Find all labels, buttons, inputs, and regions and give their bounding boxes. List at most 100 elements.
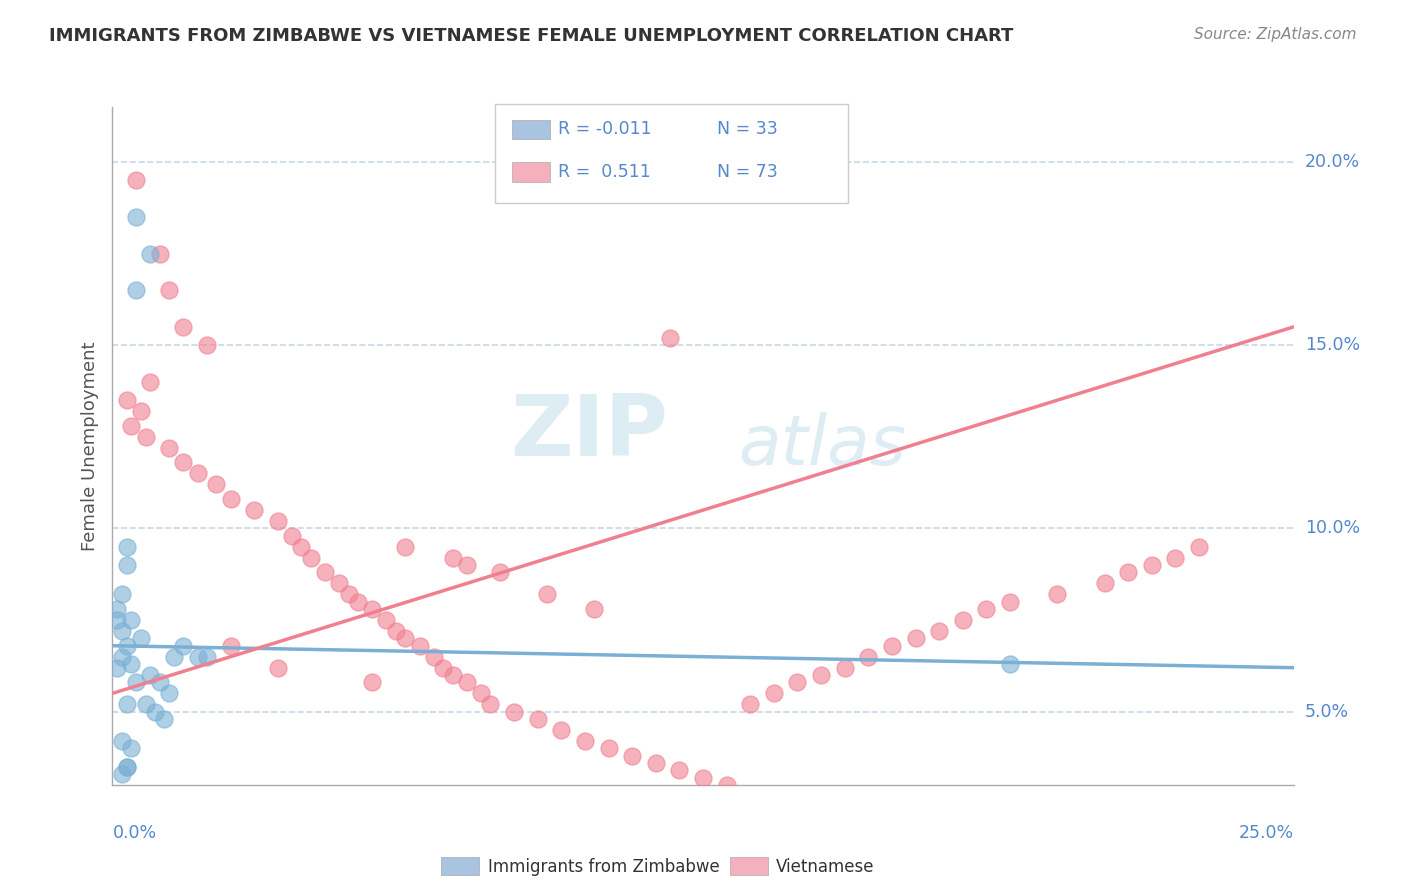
Point	[111, 587, 134, 601]
Point	[337, 587, 360, 601]
Text: R = -0.011: R = -0.011	[558, 120, 652, 138]
Point	[125, 283, 148, 297]
Point	[347, 595, 370, 609]
Point	[598, 741, 620, 756]
Point	[550, 723, 572, 737]
Text: IMMIGRANTS FROM ZIMBABWE VS VIETNAMESE FEMALE UNEMPLOYMENT CORRELATION CHART: IMMIGRANTS FROM ZIMBABWE VS VIETNAMESE F…	[49, 27, 1014, 45]
Point	[111, 767, 134, 781]
Point	[998, 657, 1021, 671]
Text: 0.0%: 0.0%	[112, 824, 156, 842]
Point	[153, 712, 176, 726]
Point	[129, 632, 152, 646]
Point	[394, 540, 416, 554]
Point	[361, 675, 384, 690]
Text: N = 73: N = 73	[717, 163, 778, 181]
Text: Vietnamese: Vietnamese	[776, 858, 875, 876]
Point	[904, 632, 927, 646]
Point	[470, 686, 492, 700]
Point	[328, 576, 350, 591]
Point	[1164, 550, 1187, 565]
Point	[1188, 540, 1211, 554]
Text: ZIP: ZIP	[510, 391, 668, 474]
Point	[157, 686, 180, 700]
Point	[111, 624, 134, 638]
Point	[163, 649, 186, 664]
Point	[157, 283, 180, 297]
Text: 15.0%: 15.0%	[1305, 336, 1360, 354]
Point	[583, 602, 606, 616]
Point	[361, 602, 384, 616]
Text: 5.0%: 5.0%	[1305, 703, 1348, 721]
Point	[139, 246, 162, 260]
Point	[441, 550, 464, 565]
Point	[172, 639, 194, 653]
Point	[120, 613, 142, 627]
Point	[143, 705, 166, 719]
Point	[574, 734, 596, 748]
Point	[290, 540, 312, 554]
Point	[786, 675, 808, 690]
Point	[1116, 566, 1139, 580]
Point	[115, 393, 138, 408]
Point	[441, 668, 464, 682]
Point	[928, 624, 950, 638]
Point	[394, 632, 416, 646]
Point	[456, 558, 478, 573]
Point	[120, 657, 142, 671]
Point	[834, 661, 856, 675]
Point	[120, 418, 142, 433]
Point	[1094, 576, 1116, 591]
Point	[135, 430, 157, 444]
Point	[105, 602, 128, 616]
Point	[115, 639, 138, 653]
Point	[115, 759, 138, 773]
Point	[456, 675, 478, 690]
Point	[205, 477, 228, 491]
Point	[880, 639, 903, 653]
Point	[503, 705, 526, 719]
Point	[299, 550, 322, 565]
Point	[172, 319, 194, 334]
Point	[172, 455, 194, 469]
Point	[111, 649, 134, 664]
Point	[762, 686, 785, 700]
Point	[536, 587, 558, 601]
Text: atlas: atlas	[738, 412, 907, 480]
Point	[219, 639, 242, 653]
Point	[267, 661, 290, 675]
Point	[186, 467, 208, 481]
Point	[998, 595, 1021, 609]
Text: 10.0%: 10.0%	[1305, 519, 1360, 538]
Point	[716, 778, 738, 792]
Point	[621, 748, 644, 763]
Point	[489, 566, 512, 580]
Text: Immigrants from Zimbabwe: Immigrants from Zimbabwe	[488, 858, 720, 876]
Point	[1046, 587, 1069, 601]
Point	[408, 639, 430, 653]
Y-axis label: Female Unemployment: Female Unemployment	[80, 342, 98, 550]
Text: N = 33: N = 33	[717, 120, 778, 138]
Point	[668, 764, 690, 778]
Point	[195, 338, 218, 352]
Point	[115, 698, 138, 712]
Point	[139, 668, 162, 682]
Text: 25.0%: 25.0%	[1239, 824, 1294, 842]
Text: R =  0.511: R = 0.511	[558, 163, 651, 181]
Point	[135, 698, 157, 712]
Point	[115, 558, 138, 573]
Point	[219, 492, 242, 507]
Point	[243, 503, 266, 517]
Point	[658, 331, 681, 345]
Point	[976, 602, 998, 616]
Text: 20.0%: 20.0%	[1305, 153, 1360, 171]
Point	[195, 649, 218, 664]
Point	[115, 759, 138, 773]
Point	[139, 375, 162, 389]
Point	[125, 675, 148, 690]
Point	[267, 514, 290, 528]
Point	[740, 698, 762, 712]
Point	[111, 734, 134, 748]
Point	[314, 566, 336, 580]
Point	[479, 698, 502, 712]
Point	[149, 675, 172, 690]
